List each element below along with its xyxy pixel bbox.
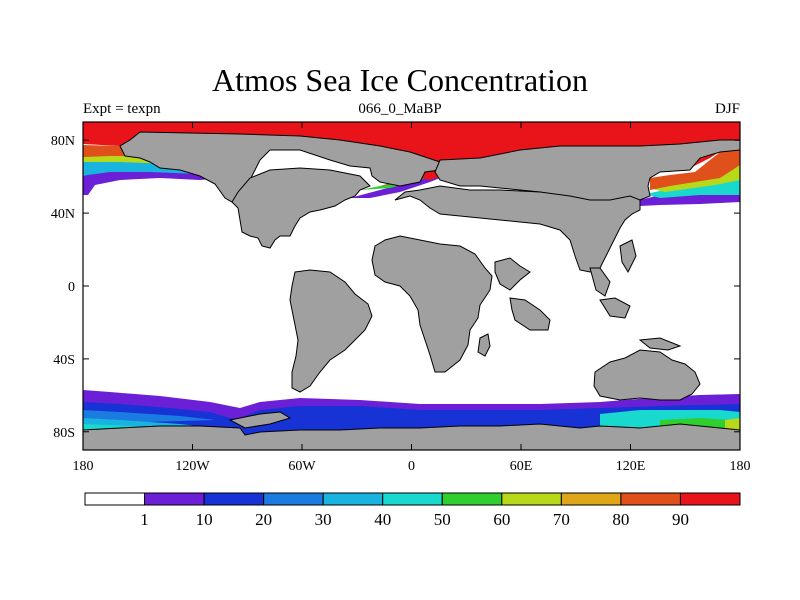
colorbar-label: 20 [255,510,272,529]
colorbar-swatch [560,492,622,506]
colorbar-swatch [620,492,681,506]
colorbar-label: 90 [672,510,689,529]
colorbar-label: 60 [493,510,510,529]
colorbar-swatch [322,492,384,506]
india-island [509,297,551,331]
lon-tick-label: 60E [510,459,533,474]
lon-tick-label: 60W [288,459,316,474]
colorbar-swatch [501,492,562,506]
lat-tick-label: 40S [53,353,75,368]
colorbar-swatch [382,492,443,506]
experiment-label: Expt = texpn [83,101,161,117]
japan [619,239,637,274]
map-title: Atmos Sea Ice Concentration [212,62,588,98]
europe-asia [394,185,641,273]
arabia [494,257,531,291]
colorbar-swatch [84,492,146,506]
lon-tick-label: 120E [616,459,646,474]
africa [371,235,493,373]
lon-tick-label: 180 [73,459,94,474]
northern-landmass [119,131,441,203]
colorbar-label: 40 [374,510,391,529]
south-america [289,269,373,393]
australia [593,349,701,401]
lat-tick-label: 0 [68,280,75,295]
lon-tick-label: 0 [408,459,415,474]
period-label: 066_0_MaBP [358,101,442,117]
latitude-axis: 80N 40N 0 40S 80S [51,134,740,441]
lat-tick-label: 80S [53,426,75,441]
colorbar-label: 80 [612,510,629,529]
madagascar [477,333,491,357]
maritime-continent [599,297,631,319]
colorbar: 1 10 20 30 40 50 60 70 80 90 [84,492,741,529]
indochina [589,267,611,297]
lat-tick-label: 80N [51,134,75,149]
longitude-axis: 180 120W 60W 0 60E 120E 180 [73,122,751,474]
antarctica [83,423,740,450]
colorbar-label: 1 [140,510,149,529]
colorbar-swatch [144,492,205,506]
colorbar-label: 50 [434,510,451,529]
eurasia-north [434,139,740,216]
season-label: DJF [714,101,740,117]
colorbar-swatch [679,492,741,506]
antarctic-peninsula [228,411,292,429]
lon-tick-label: 180 [730,459,751,474]
lat-tick-label: 40N [51,207,75,222]
new-guinea [638,337,682,351]
colorbar-swatch [203,492,265,506]
colorbar-label: 10 [196,510,213,529]
north-america [231,167,371,249]
colorbar-swatch [441,492,503,506]
colorbar-swatch [263,492,324,506]
colorbar-label: 30 [315,510,332,529]
land-masses [83,131,740,450]
lon-tick-label: 120W [175,459,210,474]
colorbar-label: 70 [553,510,570,529]
